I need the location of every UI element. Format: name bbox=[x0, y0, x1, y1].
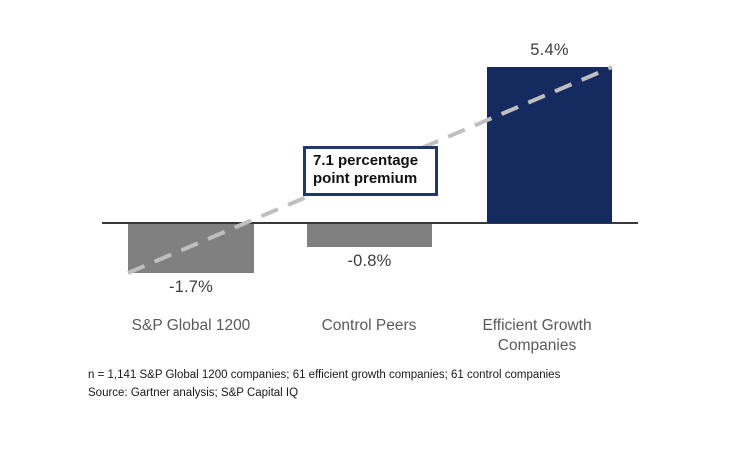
value-label-efficient-growth: 5.4% bbox=[530, 41, 569, 59]
category-label-efficient-growth: Efficient Growth Companies bbox=[482, 317, 592, 355]
category-label-sp-global-1200: S&P Global 1200 bbox=[131, 317, 251, 334]
value-label-sp-global-1200: -1.7% bbox=[168, 278, 214, 296]
category-label-control-peers: Control Peers bbox=[321, 317, 417, 334]
value-label-control-peers: -0.8% bbox=[347, 252, 392, 270]
premium-callout-box: 7.1 percentage point premium bbox=[303, 146, 438, 196]
sample-note: n = 1,141 S&P Global 1200 companies; 61 … bbox=[88, 369, 561, 381]
bar-sp-global-1200 bbox=[128, 224, 254, 273]
source-line: Source: Gartner analysis; S&P Capital IQ bbox=[88, 387, 299, 400]
bar-control-peers bbox=[307, 224, 432, 247]
footnote-block: n = 1,141 S&P Global 1200 companies; 61 … bbox=[88, 366, 560, 403]
bar-efficient-growth-companies bbox=[487, 67, 612, 223]
